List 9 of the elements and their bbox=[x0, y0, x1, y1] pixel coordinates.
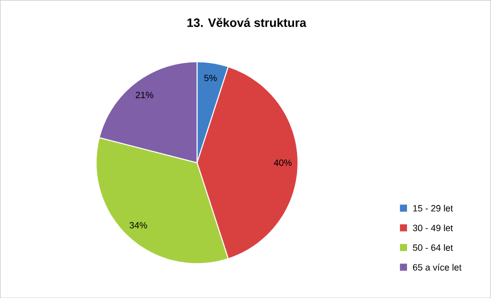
chart-title: 13. Věková struktura bbox=[187, 18, 306, 27]
legend-label: 15 - 29 let bbox=[413, 204, 453, 212]
data-label: 21% bbox=[136, 92, 154, 98]
data-label: 34% bbox=[130, 222, 148, 228]
legend-label: 65 a více let bbox=[413, 264, 462, 270]
data-label: 5% bbox=[204, 74, 217, 82]
legend-label: 50 - 64 let bbox=[412, 244, 453, 251]
legend-label: 30 - 49 let bbox=[412, 224, 453, 232]
data-label: 40% bbox=[274, 159, 292, 166]
